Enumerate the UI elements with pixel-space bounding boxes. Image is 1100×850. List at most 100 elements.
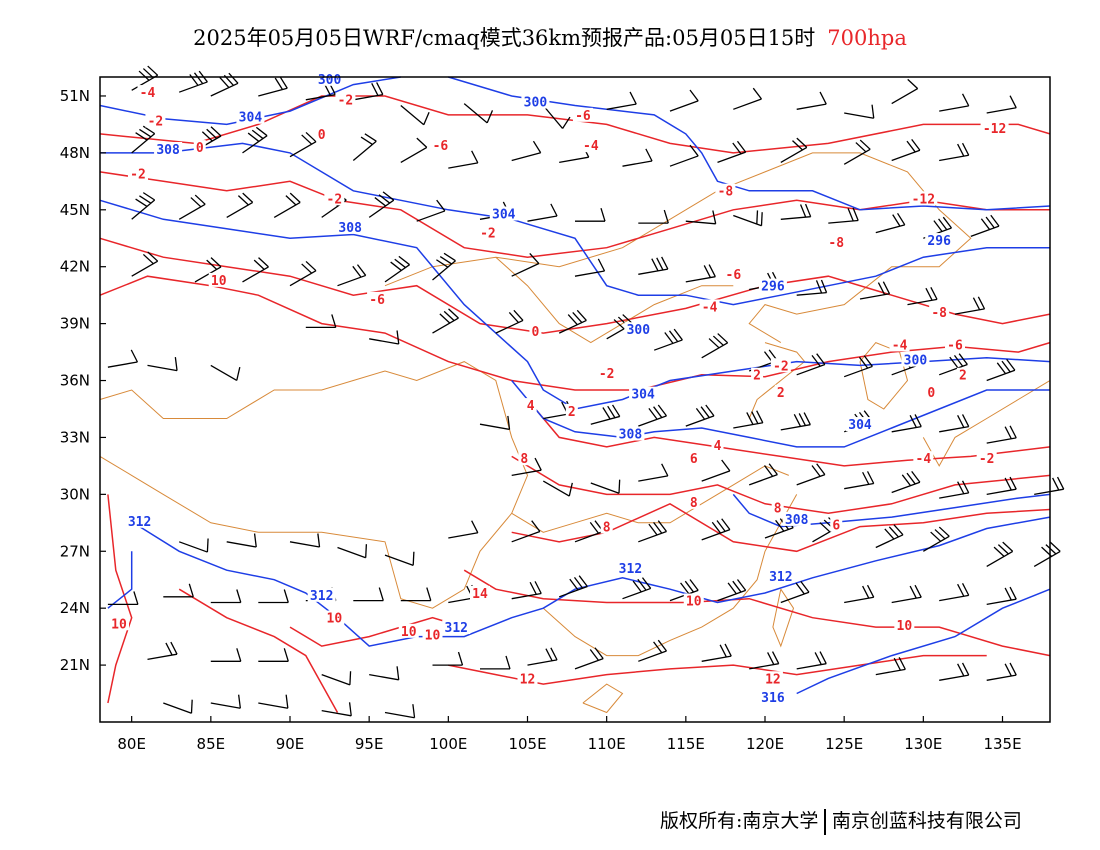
barb-flag	[210, 126, 222, 137]
barb-shaft	[273, 201, 301, 218]
barb-flag	[378, 194, 391, 204]
barb-flag	[957, 481, 965, 495]
wind-barb	[638, 209, 669, 224]
barb-flag	[1009, 662, 1017, 676]
barb-shaft	[384, 554, 414, 566]
barb-flag	[653, 641, 663, 654]
barb-flag	[1009, 425, 1017, 439]
barb-shaft	[875, 534, 904, 549]
barb-shaft	[669, 100, 699, 112]
barb-shaft	[780, 591, 810, 604]
barb-shaft	[875, 224, 905, 234]
barb-shaft	[638, 415, 667, 427]
wind-barb	[638, 404, 668, 427]
barb-flag	[301, 134, 313, 145]
barb-shaft	[891, 149, 921, 162]
temperature-contour-line	[99, 275, 1051, 391]
barb-flag	[882, 281, 891, 295]
wind-barb	[891, 138, 921, 162]
barb-shaft	[844, 596, 874, 604]
wind-barb	[891, 584, 922, 604]
barb-flag	[961, 93, 970, 107]
barb-flag	[721, 459, 731, 472]
temperature-label-bg	[529, 324, 542, 339]
barb-flag	[711, 521, 722, 534]
barb-shaft	[796, 103, 827, 110]
height-label-bg	[629, 386, 658, 401]
barb-flag	[139, 195, 152, 204]
temperature-contour-line	[178, 588, 339, 713]
barb-flag	[637, 578, 647, 591]
barb-flag	[396, 330, 400, 345]
barb-flag	[664, 332, 674, 344]
wind-barb	[701, 643, 732, 662]
barb-shaft	[685, 415, 715, 427]
wind-barb	[416, 199, 446, 222]
barb-shaft	[542, 105, 564, 129]
barb-flag	[814, 652, 822, 665]
temperature-label: 12	[520, 672, 536, 687]
barb-shaft	[289, 541, 320, 548]
barb-shaft	[289, 141, 317, 158]
barb-shaft	[638, 530, 667, 543]
wind-barb	[107, 349, 139, 368]
barb-flag	[796, 137, 808, 148]
barb-shaft	[939, 425, 969, 433]
height-label: 312	[128, 515, 151, 530]
temperature-label: -6	[369, 293, 385, 308]
height-contours	[99, 76, 1051, 695]
barb-flag	[130, 349, 139, 363]
barb-shaft	[622, 587, 651, 600]
lat-tick-label: 33N	[60, 428, 90, 446]
temperature-label: 8	[774, 502, 782, 517]
barb-flag	[139, 128, 152, 138]
temperature-label-bg	[980, 121, 1009, 136]
title-level: 700hpa	[827, 26, 907, 50]
barb-flag	[219, 77, 230, 88]
barb-flag	[508, 312, 519, 323]
barb-flag	[600, 208, 606, 222]
barb-shaft	[638, 650, 667, 662]
barb-flag	[811, 355, 821, 367]
company-text: 南京创蓝科技有限公司	[831, 810, 1022, 832]
barb-flag	[534, 581, 542, 594]
temperature-label-bg	[894, 618, 915, 633]
wind-barb	[622, 577, 652, 600]
barb-flag	[443, 310, 455, 322]
barb-flag	[961, 480, 970, 494]
barb-flag	[736, 579, 747, 591]
barb-flag	[661, 256, 669, 270]
barb-flag	[1009, 476, 1017, 490]
wind-barb	[163, 583, 194, 598]
barb-shaft	[559, 156, 589, 164]
barb-flag	[751, 411, 759, 424]
temperature-label-bg	[208, 272, 229, 287]
wind-barb	[939, 414, 970, 433]
barb-flag	[142, 192, 156, 201]
wind-barb	[542, 480, 573, 497]
barb-flag	[930, 286, 938, 300]
barb-flag	[695, 408, 706, 420]
wind-barb	[163, 699, 193, 714]
barb-flag	[961, 414, 970, 427]
temperature-label: -6	[726, 268, 742, 283]
barb-flag	[412, 551, 415, 566]
temperature-label: 6	[690, 452, 698, 467]
barb-flag	[378, 587, 384, 601]
barb-flag	[285, 195, 297, 206]
barb-flag	[602, 407, 611, 420]
barb-flag	[933, 220, 943, 232]
barb-flag	[247, 132, 260, 142]
temperature-label: -2	[773, 359, 789, 374]
barb-flag	[648, 523, 658, 536]
barb-flag	[906, 140, 916, 153]
height-label: 316	[761, 691, 785, 706]
barb-shaft	[178, 81, 208, 93]
barb-shaft	[448, 162, 478, 169]
barb-flag	[884, 528, 895, 540]
barb-flag	[852, 207, 859, 221]
wind-barb	[986, 358, 1016, 382]
barb-flag	[855, 142, 867, 153]
barb-flag	[572, 312, 583, 323]
